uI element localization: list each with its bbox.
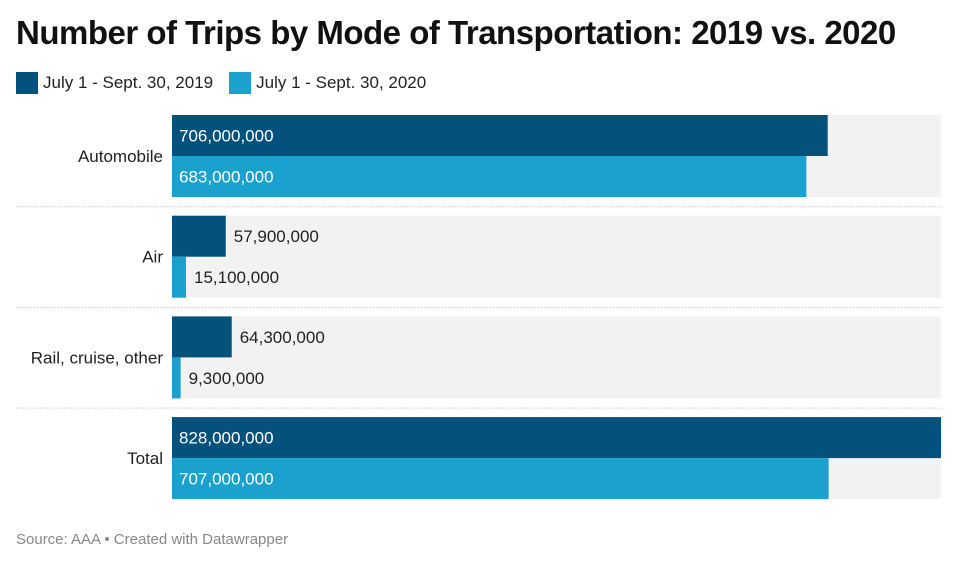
data-label: 57,900,000 <box>234 227 319 246</box>
data-label: 683,000,000 <box>179 168 274 187</box>
legend-label: July 1 - Sept. 30, 2020 <box>256 73 427 92</box>
bar <box>172 115 828 156</box>
bar <box>172 417 941 459</box>
legend: July 1 - Sept. 30, 2019 July 1 - Sept. 3… <box>16 72 426 94</box>
data-label: 707,000,000 <box>179 470 274 489</box>
row-background <box>172 215 941 298</box>
legend-swatch <box>229 72 252 94</box>
row-background <box>172 316 941 399</box>
data-label: 828,000,000 <box>179 429 274 448</box>
category-label: Rail, cruise, other <box>31 348 164 367</box>
legend-item-2019: July 1 - Sept. 30, 2019 <box>16 72 213 94</box>
bar <box>172 357 181 399</box>
legend-label: July 1 - Sept. 30, 2019 <box>43 73 214 92</box>
source-note: Source: AAA • Created with Datawrapper <box>16 531 289 548</box>
bar <box>172 256 187 298</box>
bar <box>172 316 232 358</box>
data-label: 706,000,000 <box>179 127 274 146</box>
bar <box>172 458 829 500</box>
legend-swatch <box>16 72 38 94</box>
bar <box>172 156 807 197</box>
chart-title: Number of Trips by Mode of Transportatio… <box>16 14 896 51</box>
data-label: 64,300,000 <box>240 328 325 347</box>
bar <box>172 215 226 257</box>
category-label: Automobile <box>78 147 163 166</box>
legend-item-2020: July 1 - Sept. 30, 2020 <box>229 72 426 94</box>
category-label: Air <box>142 248 163 267</box>
data-label: 9,300,000 <box>189 369 265 388</box>
data-label: 15,100,000 <box>194 268 279 287</box>
category-label: Total <box>127 449 163 468</box>
